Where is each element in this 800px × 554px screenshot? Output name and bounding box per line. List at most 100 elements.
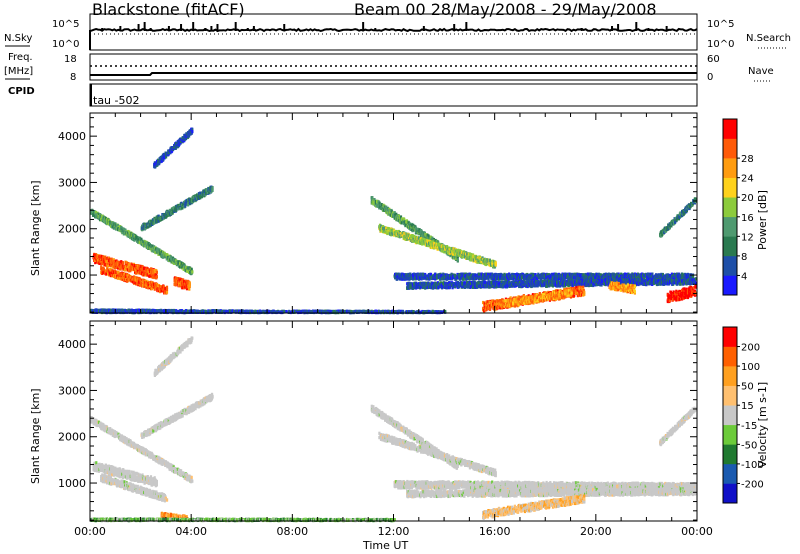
scatter-cell — [117, 264, 120, 268]
scatter-cell — [127, 276, 130, 280]
scatter-cell — [150, 219, 153, 223]
scatter-cell — [94, 258, 97, 262]
scatter-cell — [131, 268, 134, 272]
scatter-cell — [147, 242, 150, 246]
scatter-cell — [173, 261, 176, 265]
scatter-cell — [151, 249, 154, 253]
scatter-cell — [211, 188, 214, 192]
scatter-cell — [94, 214, 97, 219]
scatter-cell — [184, 279, 187, 283]
scatter-cell — [176, 142, 179, 146]
scatter-cell — [184, 199, 187, 204]
scatter-cell — [191, 127, 194, 131]
scatter-cell — [164, 287, 167, 291]
scatter-cell — [123, 264, 126, 268]
scatter-cell — [182, 278, 185, 282]
scatter-cell — [191, 270, 194, 274]
scatter-cell — [117, 224, 120, 228]
scatter-cell — [170, 149, 174, 153]
scatter-cell — [188, 281, 191, 285]
scatter-cell — [171, 211, 174, 215]
scatter-cell — [113, 269, 117, 273]
scatter-cell — [133, 264, 136, 268]
scatter-cell — [163, 212, 166, 217]
scatter-cell — [268, 310, 271, 314]
scatter-cell — [191, 130, 194, 134]
scatter-cell — [138, 264, 141, 268]
scatter-cell — [175, 142, 178, 146]
freq-line — [90, 72, 697, 76]
scatter-cell — [144, 226, 147, 230]
scatter-cell — [104, 257, 107, 261]
scatter-cell — [95, 253, 98, 257]
scatter-cell — [121, 230, 124, 234]
scatter-cell — [143, 224, 146, 229]
scatter-cell — [138, 240, 141, 244]
scatter-cell — [104, 255, 107, 259]
scatter-cell — [168, 151, 171, 155]
scatter-cell — [285, 310, 288, 314]
scatter-cell — [143, 222, 146, 226]
scatter-cell — [155, 275, 158, 279]
scatter-cell — [110, 271, 113, 275]
scatter-cell — [124, 228, 127, 232]
nsky-line — [89, 27, 698, 33]
scatter-cell — [162, 158, 165, 162]
scatter-cell — [119, 271, 122, 276]
scatter-cell — [155, 270, 158, 274]
nsky-panel — [89, 13, 698, 51]
scatter-cell — [175, 208, 178, 212]
scatter-cell — [157, 214, 160, 218]
scatter-cell — [174, 283, 177, 287]
scatter-cell — [179, 207, 182, 211]
scatter-cell — [112, 258, 115, 262]
scatter-cell — [188, 287, 191, 291]
power-scatter — [90, 127, 698, 315]
scatter-cell — [141, 270, 144, 274]
scatter-cell — [206, 191, 209, 195]
scatter-cell — [116, 260, 119, 264]
scatter-cell — [106, 264, 109, 268]
scatter-cell — [140, 237, 143, 241]
scatter-cell — [94, 261, 97, 265]
scatter-cell — [135, 271, 138, 275]
scatter-cell — [128, 263, 131, 267]
scatter-cell — [106, 267, 109, 271]
scatter-cell — [129, 267, 132, 271]
scatter-cell — [153, 161, 156, 165]
scatter-cell — [156, 248, 159, 252]
scatter-cell — [165, 155, 168, 159]
scatter-cell — [178, 282, 181, 286]
scatter-cell — [184, 204, 187, 208]
scatter-cell — [126, 266, 129, 270]
scatter-cell — [192, 199, 195, 203]
scatter-cell — [110, 264, 113, 268]
scatter-cell — [190, 267, 193, 271]
scatter-cell — [119, 267, 122, 271]
scatter-cell — [157, 218, 160, 222]
scatter-cell — [121, 261, 124, 265]
scatter-cell — [165, 285, 169, 289]
scatter-cell — [165, 287, 169, 291]
freq-panel — [89, 53, 698, 81]
scatter-cell — [211, 186, 214, 190]
scatter-cell — [140, 268, 144, 272]
scatter-cell — [177, 277, 180, 281]
scatter-cell — [125, 268, 128, 272]
scatter-cell — [155, 273, 158, 277]
scatter-cell — [179, 278, 182, 282]
scatter-cell — [159, 218, 162, 222]
scatter-cell — [126, 264, 129, 269]
scatter-cell — [121, 309, 124, 313]
scatter-cell — [146, 273, 149, 277]
scatter-cell — [177, 309, 180, 314]
scatter-cell — [125, 230, 128, 234]
scatter-cell — [109, 272, 112, 276]
scatter-cell — [165, 255, 168, 259]
scatter-cell — [141, 265, 144, 269]
scatter-cell — [120, 265, 123, 269]
scatter-cell — [183, 264, 186, 268]
scatter-cell — [188, 134, 191, 138]
scatter-cell — [190, 131, 193, 135]
